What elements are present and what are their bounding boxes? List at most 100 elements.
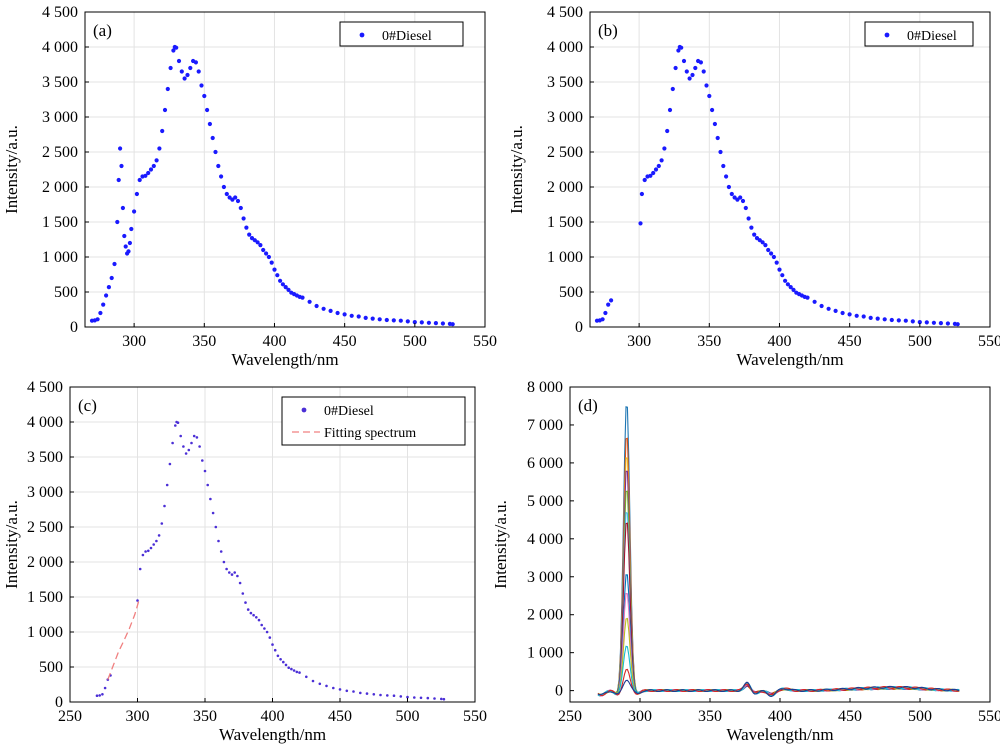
data-point xyxy=(826,306,831,311)
data-point xyxy=(219,174,224,179)
data-point xyxy=(269,260,274,265)
spectrum-line xyxy=(597,679,960,697)
data-point xyxy=(777,267,782,272)
data-point xyxy=(192,434,196,438)
data-point xyxy=(210,135,215,141)
data-point xyxy=(710,107,715,113)
data-point xyxy=(118,146,123,151)
data-point xyxy=(924,320,929,325)
data-point xyxy=(261,247,266,253)
data-point xyxy=(160,128,165,134)
data-point xyxy=(391,318,396,323)
data-point xyxy=(137,177,142,183)
data-point xyxy=(260,623,264,627)
y-tick-label: 500 xyxy=(54,284,78,301)
data-point xyxy=(207,121,212,127)
panel-label: (d) xyxy=(578,396,598,415)
y-tick-label: 4 000 xyxy=(27,414,63,431)
spectrum-line xyxy=(597,668,960,697)
data-point xyxy=(311,679,315,683)
data-point xyxy=(406,695,409,699)
y-tick-label: 1 000 xyxy=(527,645,563,662)
data-point xyxy=(300,295,305,300)
y-tick-label: 2 000 xyxy=(527,607,563,624)
data-point xyxy=(609,298,614,303)
data-point xyxy=(126,249,131,254)
data-point xyxy=(255,240,260,245)
plot-frame xyxy=(589,11,991,328)
data-point xyxy=(868,315,873,320)
x-axis-label: Wavelength/nm xyxy=(736,350,843,369)
data-point xyxy=(280,282,285,287)
data-point xyxy=(182,445,185,448)
data-point xyxy=(673,65,678,71)
data-point xyxy=(98,694,101,697)
data-point xyxy=(785,282,791,287)
spectrum-line xyxy=(597,617,960,696)
data-point xyxy=(931,320,937,325)
data-point xyxy=(314,303,319,309)
data-point xyxy=(213,149,218,155)
x-tick-label: 350 xyxy=(192,333,216,350)
data-point xyxy=(707,93,712,99)
data-point xyxy=(278,278,283,283)
data-point xyxy=(241,592,245,595)
data-point xyxy=(763,243,768,248)
data-point xyxy=(840,310,845,316)
y-tick-label: 7 000 xyxy=(527,417,563,434)
data-point xyxy=(247,232,252,237)
data-point xyxy=(241,216,246,221)
data-point xyxy=(392,694,396,697)
x-tick-label: 300 xyxy=(628,708,652,725)
data-point xyxy=(282,660,285,664)
data-point xyxy=(642,177,647,183)
data-point xyxy=(701,69,706,74)
data-point xyxy=(116,177,121,183)
data-point xyxy=(659,158,664,163)
y-tick-label: 2 500 xyxy=(27,519,63,536)
data-point xyxy=(152,543,155,546)
x-tick-label: 500 xyxy=(396,708,420,725)
data-point xyxy=(129,226,134,232)
x-tick-label: 250 xyxy=(558,708,582,725)
x-tick-label: 350 xyxy=(193,708,217,725)
data-point xyxy=(258,243,263,248)
data-point xyxy=(119,163,124,169)
data-point xyxy=(174,45,179,50)
data-point xyxy=(148,167,154,172)
data-point xyxy=(670,86,675,92)
data-point xyxy=(766,247,771,253)
data-point xyxy=(206,483,209,487)
data-point xyxy=(325,684,328,688)
y-tick-label: 4 500 xyxy=(42,4,78,21)
data-point xyxy=(955,322,960,327)
data-point xyxy=(157,534,161,537)
data-point xyxy=(185,72,190,78)
data-point xyxy=(214,525,218,529)
y-tick-label: 0 xyxy=(555,683,563,700)
data-point xyxy=(746,216,751,221)
legend-label: 0#Diesel xyxy=(324,404,374,419)
x-axis-label: Wavelength/nm xyxy=(219,725,326,744)
data-point xyxy=(98,310,103,316)
x-tick-label: 450 xyxy=(838,708,862,725)
panel-label: (a) xyxy=(93,21,112,40)
y-axis-label: Intensity/a.u. xyxy=(2,125,21,214)
data-point xyxy=(724,174,729,179)
data-point xyxy=(271,643,274,646)
data-point xyxy=(335,310,340,316)
x-tick-label: 250 xyxy=(58,708,82,725)
data-point xyxy=(151,163,156,169)
x-tick-label: 350 xyxy=(697,333,721,350)
data-point xyxy=(805,295,810,300)
data-point xyxy=(211,511,215,515)
y-axis-label: Intensity/a.u. xyxy=(2,500,21,589)
y-tick-label: 4 000 xyxy=(527,531,563,548)
y-tick-label: 3 500 xyxy=(42,74,78,91)
data-point xyxy=(264,251,269,256)
data-point xyxy=(740,198,746,204)
data-point xyxy=(433,697,436,700)
data-point xyxy=(141,553,145,557)
data-point xyxy=(165,86,170,92)
